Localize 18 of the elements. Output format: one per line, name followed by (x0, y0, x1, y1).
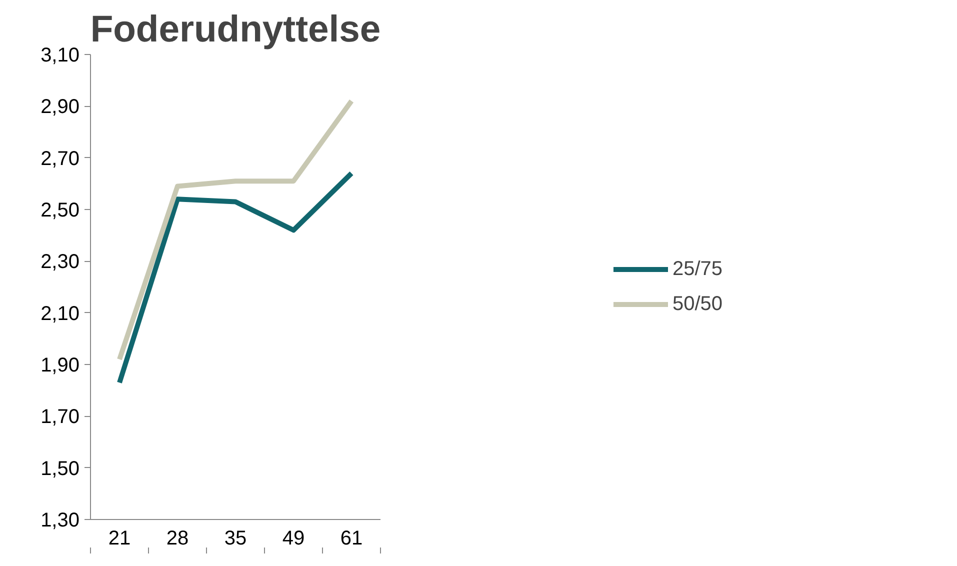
legend-label: 25/75 (672, 258, 723, 280)
x-tick-label: 28 (166, 528, 189, 550)
legend-label: 50/50 (672, 292, 723, 316)
y-tick-label: 2,90 (40, 96, 80, 118)
y-tick-label: 3,10 (40, 44, 80, 66)
chart-title: Foderudnyttelse (90, 8, 381, 50)
x-tick-label: 49 (282, 528, 305, 550)
y-tick-label: 1,90 (40, 354, 80, 376)
y-tick-label: 2,10 (40, 302, 80, 325)
x-tick-label: 21 (108, 528, 131, 550)
y-tick-label: 1,30 (40, 510, 80, 532)
x-tick-label: 61 (340, 528, 363, 550)
y-tick-label: 2,70 (40, 148, 80, 170)
y-tick-label: 1,50 (40, 458, 80, 480)
x-tick-label: 35 (224, 528, 247, 550)
y-tick-label: 2,30 (40, 251, 80, 274)
y-tick-label: 1,70 (40, 406, 80, 428)
y-tick-label: 2,50 (40, 200, 80, 222)
